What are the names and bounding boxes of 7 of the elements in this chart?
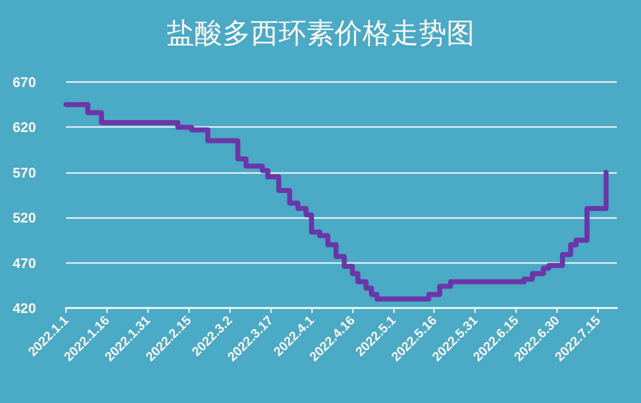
y-tick-label: 470 bbox=[12, 254, 36, 271]
y-tick-label: 520 bbox=[12, 210, 36, 226]
y-tick-label: 420 bbox=[12, 300, 36, 316]
y-tick-label: 670 bbox=[12, 74, 36, 90]
y-tick-label: 570 bbox=[12, 164, 36, 180]
chart-title: 盐酸多西环素价格走势图 bbox=[166, 16, 474, 50]
y-tick-label: 620 bbox=[12, 119, 36, 136]
